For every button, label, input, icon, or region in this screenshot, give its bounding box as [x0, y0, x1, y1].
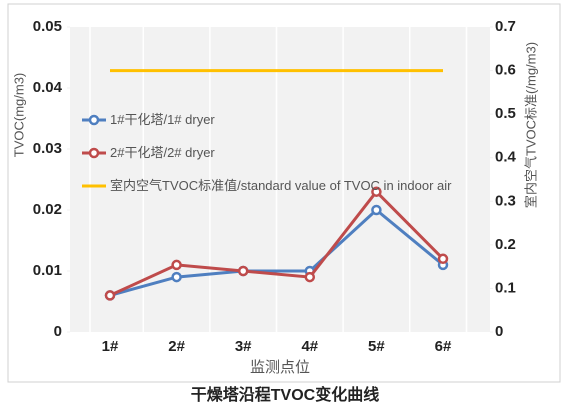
- y2-tick-label: 0: [495, 323, 503, 340]
- y-tick-label: 0: [54, 323, 62, 340]
- legend-marker: [88, 147, 100, 159]
- x-tick-label: 3#: [235, 338, 252, 355]
- y2-tick-label: 0.6: [495, 62, 516, 79]
- legend-label: 室内空气TVOC标准值/standard value of TVOC in in…: [110, 178, 452, 193]
- x-tick-label: 1#: [102, 338, 119, 355]
- x-tick-label: 6#: [435, 338, 452, 355]
- y-tick-label: 0.03: [33, 140, 62, 157]
- point: [371, 186, 382, 197]
- x-tick-label: 5#: [368, 338, 385, 355]
- legend-label: 2#干化塔/2# dryer: [110, 145, 215, 160]
- y-tick-label: 0.05: [33, 18, 62, 35]
- series-line: [109, 189, 445, 297]
- y-axis-label: TVOC(mg/m3): [11, 73, 26, 158]
- legend-marker: [88, 114, 100, 126]
- legend-label: 1#干化塔/1# dryer: [110, 112, 215, 127]
- y2-tick-label: 0.4: [495, 149, 517, 166]
- point: [171, 259, 182, 271]
- y-tick-label: 0.04: [33, 79, 63, 96]
- point: [104, 290, 116, 301]
- y2-tick-label: 0.1: [495, 279, 516, 296]
- y-tick-label: 0.01: [33, 262, 62, 279]
- y-tick-label: 0.02: [33, 201, 62, 218]
- y2-tick-label: 0.2: [495, 236, 516, 253]
- legend-entry: 2#干化塔/2# dryer: [110, 145, 215, 160]
- point: [371, 204, 382, 216]
- point: [304, 271, 316, 283]
- y2-axis-label: 室内空气TVOC标准(/mg/m3): [523, 42, 538, 208]
- x-tick-label: 4#: [301, 338, 318, 355]
- chart-title: 干燥塔沿程TVOC变化曲线: [191, 385, 379, 404]
- y2-tick-label: 0.3: [495, 192, 516, 209]
- x-tick-label: 2#: [168, 338, 185, 355]
- legend-entry: 1#干化塔/1# dryer: [110, 112, 215, 127]
- legend-entry: 室内空气TVOC标准值/standard value of TVOC in in…: [110, 178, 452, 193]
- point: [237, 265, 249, 277]
- y2-tick-label: 0.7: [495, 18, 516, 35]
- point: [171, 271, 182, 283]
- y2-tick-label: 0.5: [495, 105, 516, 122]
- series-line: [109, 208, 444, 297]
- point: [437, 253, 449, 265]
- x-axis-label: 监测点位: [250, 359, 310, 376]
